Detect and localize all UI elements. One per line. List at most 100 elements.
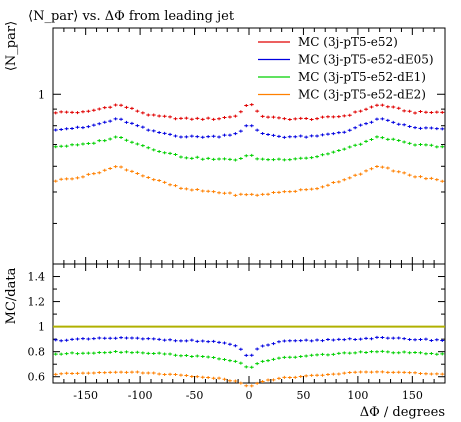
ratio-plot-frame [52,263,446,384]
main-point [385,118,390,122]
ratio-point [151,352,156,356]
ratio-y-axis-label: MC/data [4,267,19,324]
main-point [276,190,281,194]
ratio-point [157,337,162,341]
main-point [391,120,396,124]
main-point [129,106,134,110]
main-point [80,175,85,179]
ratio-point [391,336,396,340]
main-point [260,131,265,135]
main-point [266,115,271,119]
ratio-point [342,351,347,355]
main-point [129,169,134,173]
ratio-point [178,354,183,358]
ratio-point [233,344,238,348]
main-point [217,157,222,161]
ratio-point [59,339,64,343]
main-point [146,128,151,132]
main-point [342,130,347,134]
main-point [287,135,292,139]
ratio-point [113,370,118,374]
main-point [70,177,75,181]
main-point [434,110,439,114]
main-point [119,165,124,169]
main-point [315,134,320,138]
ratio-point [423,337,428,341]
ratio-point [347,337,352,341]
main-series-group [53,103,445,197]
main-point [97,107,102,111]
main-point [320,133,325,137]
ratio-point [331,338,336,342]
ratio-point [266,378,271,382]
ratio-point [380,335,385,339]
main-point [108,105,113,109]
ratio-point [315,338,320,342]
ratio-point [244,384,249,388]
main-point [331,180,336,184]
ratio-point [298,354,303,358]
main-point [287,118,292,122]
main-point [238,110,243,114]
ratio-point [320,339,325,343]
ratio-point [336,372,341,376]
ratio-point [298,374,303,378]
ratio-point [396,351,401,355]
ratio-point [151,371,156,375]
x-tick-label: -50 [186,389,204,402]
ratio-point [260,379,265,383]
main-point [380,103,385,107]
main-point [59,128,64,132]
main-point [423,126,428,130]
main-point [168,132,173,136]
main-point [402,123,407,127]
main-point [227,115,232,119]
ratio-point [211,376,216,380]
ratio-y-tick-label: 1 [38,321,45,334]
main-point [222,115,227,119]
ratio-point [434,352,439,356]
ratio-point [97,351,102,355]
ratio-point [97,336,102,340]
main-point [320,153,325,157]
main-point [140,144,145,148]
ratio-point [429,339,434,343]
ratio-point [255,362,260,366]
ratio-point [282,355,287,359]
main-point [168,183,173,187]
main-point [309,156,314,160]
legend-label: MC (3j-pT5-e52-dE05) [298,53,434,67]
main-series-3 [53,135,445,162]
main-point [200,157,205,161]
main-point [282,158,287,162]
main-point [178,116,183,120]
ratio-y-tick-label: 1.4 [28,271,46,284]
ratio-point [287,339,292,343]
main-point [244,154,249,158]
main-point [146,113,151,117]
main-point [434,145,439,149]
main-point [364,169,369,173]
x-tick-label: -150 [73,389,98,402]
main-point [206,116,211,120]
ratio-point [353,370,358,374]
main-point [347,113,352,117]
ratio-point [53,352,58,356]
main-point [266,132,271,136]
main-point [255,157,260,161]
ratio-point [429,372,434,376]
main-point [407,124,412,128]
ratio-point [282,375,287,379]
main-point [402,171,407,175]
ratio-point [385,370,390,374]
main-point [140,125,145,129]
ratio-point [440,372,445,376]
main-point [369,120,374,124]
main-point [233,158,238,162]
ratio-point [304,374,309,378]
ratio-point [53,338,58,342]
main-point [75,111,80,115]
ratio-point [162,338,167,342]
ratio-point [97,371,102,375]
